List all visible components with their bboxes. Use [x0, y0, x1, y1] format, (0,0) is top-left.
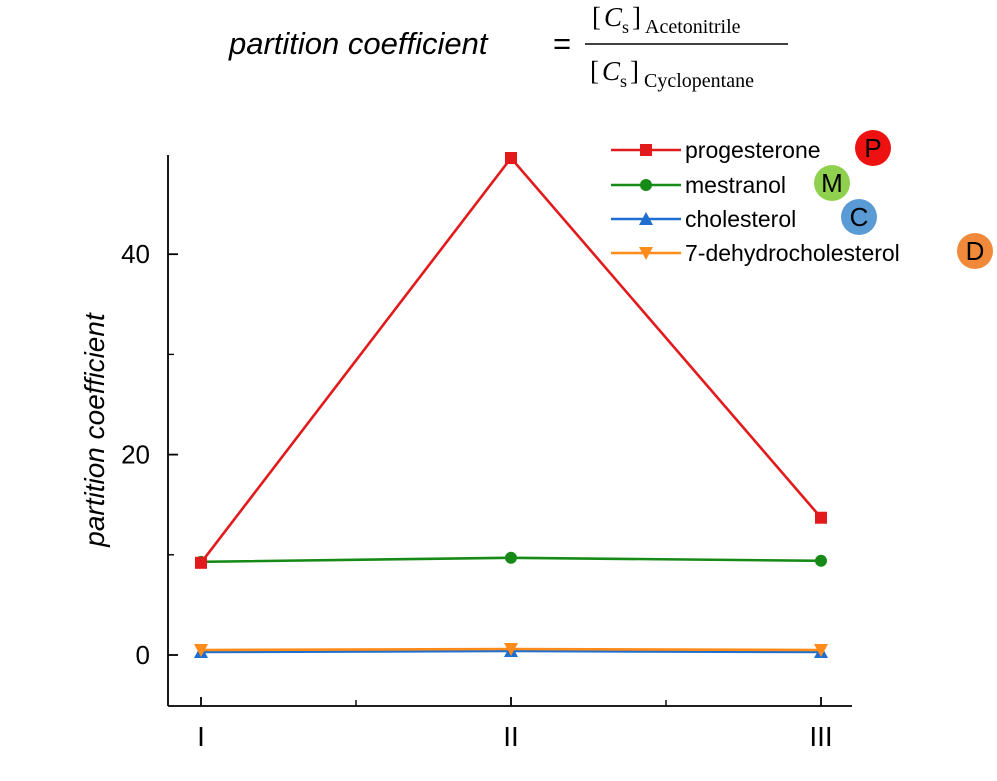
data-point [815, 511, 827, 524]
denominator-sub: s [620, 71, 627, 91]
legend-badge [855, 130, 891, 166]
data-point [814, 643, 828, 657]
legend-item-progesterone: progesterone P [611, 130, 891, 166]
numerator-solvent: Acetonitrile [645, 16, 741, 38]
y-ticks: 0 20 40 [121, 239, 178, 670]
x-tick-label: II [503, 721, 519, 752]
legend-badge-letter: D [966, 236, 985, 266]
legend-item-cholesterol: cholesterol C [611, 199, 877, 235]
x-tick-label: I [197, 721, 205, 752]
legend-badge-letter: C [850, 202, 869, 232]
y-axis-label: partition coefficient [79, 312, 110, 548]
legend-marker [639, 212, 653, 225]
denominator-solvent: Cyclopentane [644, 70, 754, 92]
series-7-dehydrocholesterol [194, 642, 828, 657]
y-tick-label: 0 [136, 640, 150, 670]
legend-marker [640, 144, 652, 156]
numerator-bracket-left: [ [592, 2, 601, 32]
y-tick-label: 40 [121, 239, 150, 269]
legend-item-7-dehydrocholesterol: 7-dehydrocholesterol D [611, 233, 993, 269]
data-point [815, 554, 827, 567]
legend-marker [639, 247, 653, 260]
legend-label: progesterone [685, 137, 821, 163]
numerator-sub: s [622, 17, 629, 37]
legend-item-mestranol: mestranol M [611, 165, 850, 201]
denominator-bracket-right: ] [630, 56, 639, 86]
data-point [505, 152, 517, 165]
data-point [195, 556, 207, 569]
series-layer [194, 152, 828, 658]
series-progesterone [195, 152, 827, 569]
legend-badge [841, 199, 877, 235]
data-point [504, 642, 518, 656]
legend-label: 7-dehydrocholesterol [685, 240, 900, 266]
legend-badge [957, 233, 993, 269]
data-point [505, 551, 517, 564]
denominator-bracket-left: [ [590, 56, 599, 86]
formula-equals: = [553, 26, 571, 61]
numerator-bracket-right: ] [632, 2, 641, 32]
legend-marker [640, 179, 652, 191]
legend-label: cholesterol [685, 206, 796, 232]
x-tick-label: III [809, 721, 832, 752]
y-tick-label: 20 [121, 440, 150, 470]
formula-lhs: partition coefficient [228, 26, 489, 61]
numerator-var: C [604, 2, 623, 32]
data-point [194, 643, 208, 657]
legend-badge [814, 165, 850, 201]
legend-label: mestranol [685, 172, 786, 198]
formula: partition coefficient = [ C s ] Acetonit… [228, 2, 788, 92]
legend-badge-letter: M [821, 168, 843, 198]
series-mestranol [195, 551, 827, 568]
x-ticks: I II III [197, 697, 833, 752]
legend-badge-letter: P [864, 133, 881, 163]
denominator-var: C [602, 56, 621, 86]
